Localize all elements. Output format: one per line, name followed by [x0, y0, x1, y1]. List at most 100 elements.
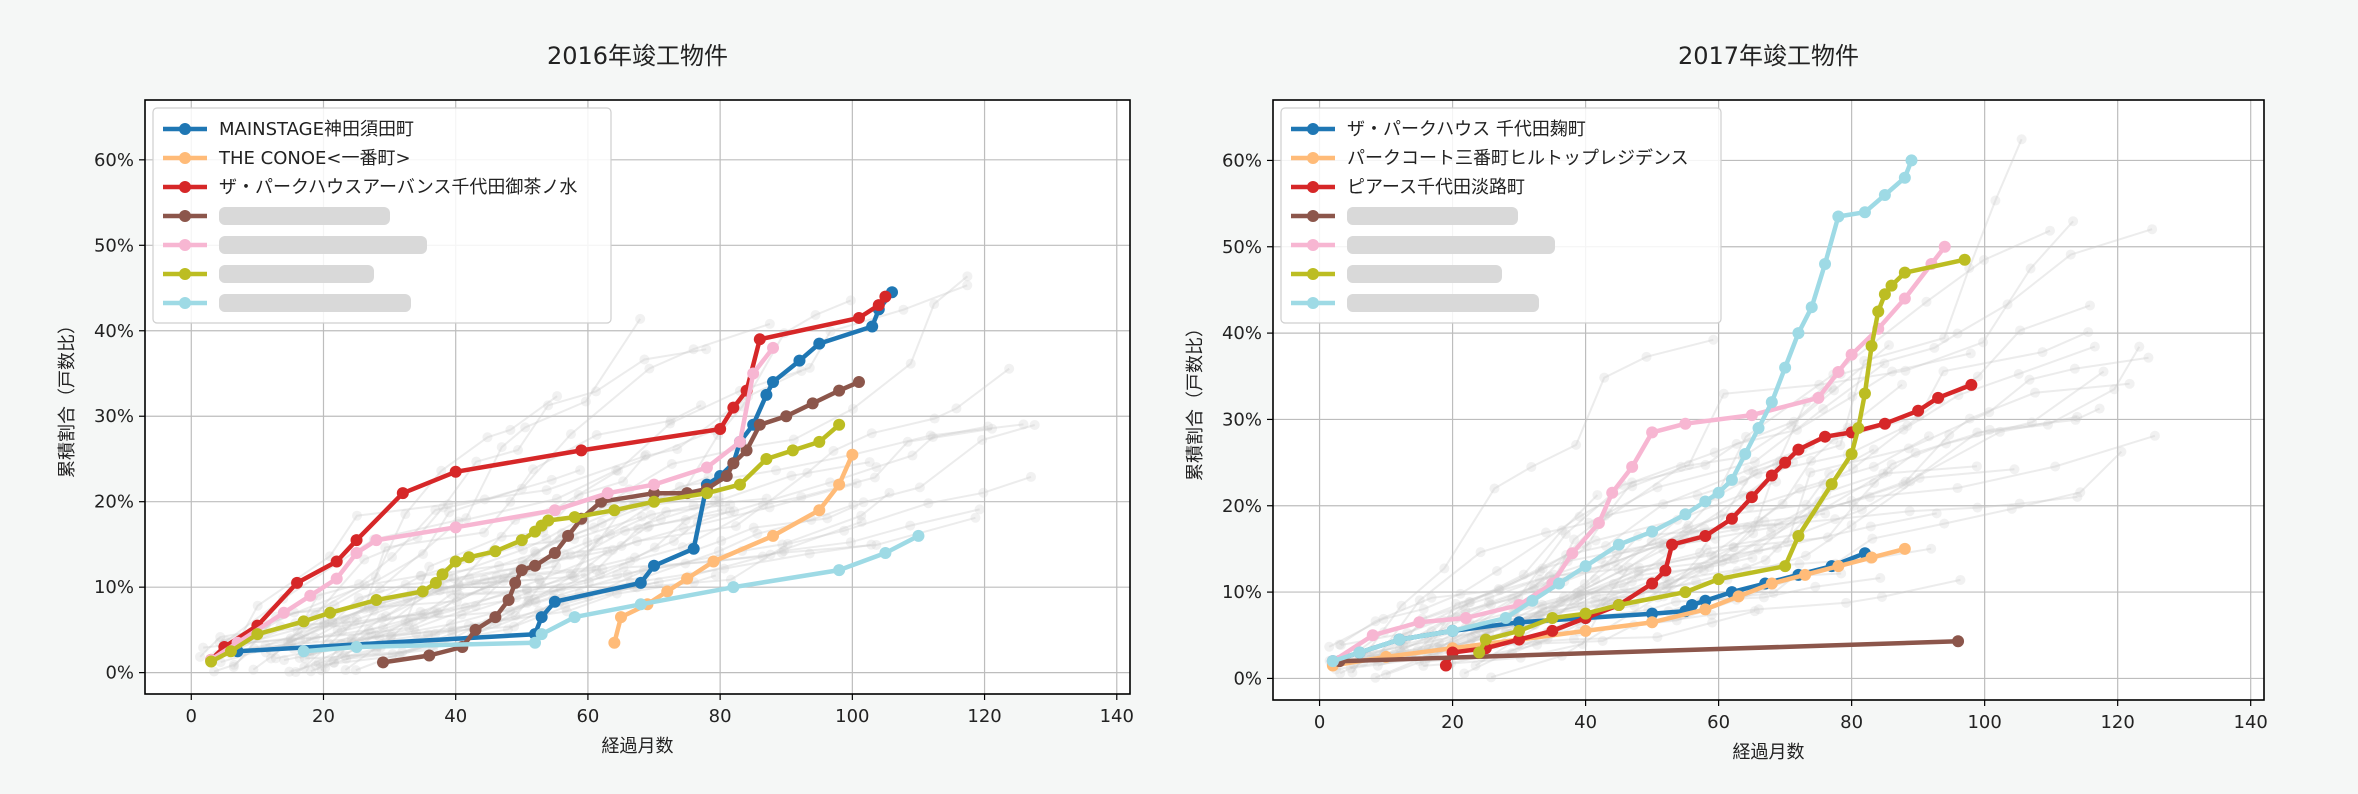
background-point — [951, 403, 962, 414]
background-point — [1576, 589, 1587, 600]
background-point — [1748, 528, 1759, 539]
background-point — [1535, 610, 1546, 621]
background-point — [586, 562, 597, 573]
background-line — [1402, 443, 1811, 646]
background-point — [1717, 556, 1728, 567]
background-point — [1572, 587, 1583, 598]
background-line — [228, 395, 558, 654]
background-point — [1402, 627, 1413, 638]
background-point — [1470, 660, 1481, 671]
background-point — [351, 614, 362, 625]
x-axis-label: 経過月数 — [1733, 742, 1805, 763]
background-point — [1876, 591, 1887, 602]
background-point — [479, 494, 490, 505]
background-point — [1750, 520, 1761, 531]
background-point — [929, 299, 940, 310]
background-point — [1753, 544, 1764, 555]
background-point — [1869, 477, 1880, 488]
background-point — [1532, 639, 1543, 650]
background-point — [2037, 347, 2048, 358]
background-point — [1658, 544, 1669, 555]
background-point — [470, 601, 481, 612]
background-point — [1664, 575, 1675, 586]
data-point — [436, 568, 449, 581]
background-point — [2109, 384, 2120, 395]
background-point — [381, 611, 392, 622]
data-point — [767, 376, 780, 389]
data-point — [529, 559, 542, 572]
data-point — [1819, 258, 1832, 271]
background-point — [664, 418, 675, 429]
background-point — [802, 467, 813, 478]
background-point — [1791, 424, 1802, 435]
x-tick-label: 100 — [835, 706, 869, 727]
background-point — [523, 591, 534, 602]
background-point — [804, 548, 815, 559]
background-point — [1418, 604, 1429, 615]
legend-swatch-marker — [179, 268, 191, 280]
background-point — [415, 571, 426, 582]
background-point — [1559, 592, 1570, 603]
background-point — [530, 548, 541, 559]
data-point — [681, 572, 694, 585]
background-line — [224, 503, 854, 646]
background-line — [293, 427, 993, 650]
y-axis-label: 累積割合（戸数比） — [1185, 319, 1206, 481]
series-2 — [1439, 378, 1978, 672]
data-point — [1659, 564, 1672, 577]
background-point — [1944, 429, 1955, 440]
background-point — [505, 496, 516, 507]
background-point — [764, 502, 775, 513]
data-point — [376, 656, 389, 669]
background-point — [580, 396, 591, 407]
background-point — [1571, 439, 1582, 450]
data-point — [350, 640, 363, 653]
background-line — [324, 497, 767, 669]
background-point — [1867, 533, 1878, 544]
background-point — [1972, 502, 1983, 513]
background-point — [796, 491, 807, 502]
background-point — [639, 451, 650, 462]
background-point — [1868, 461, 1879, 472]
data-point — [1852, 422, 1865, 435]
background-point — [1938, 366, 1949, 377]
data-point — [1779, 560, 1792, 573]
background-point — [713, 491, 724, 502]
data-point — [469, 623, 482, 636]
data-point — [1845, 348, 1858, 361]
background-point — [1721, 553, 1732, 564]
background-point — [1898, 479, 1909, 490]
background-point — [1898, 424, 1909, 435]
background-point — [725, 499, 736, 510]
background-point — [1590, 535, 1601, 546]
background-point — [1608, 578, 1619, 589]
background-point — [757, 551, 768, 562]
background-point — [1537, 563, 1548, 574]
background-point — [417, 611, 428, 622]
background-point — [573, 490, 584, 501]
background-point — [696, 400, 707, 411]
background-point — [346, 633, 357, 644]
data-point — [1878, 417, 1891, 430]
background-point — [869, 472, 880, 483]
data-point — [1699, 594, 1712, 607]
data-point — [648, 495, 661, 508]
background-point — [1773, 519, 1784, 530]
background-point — [2083, 327, 2094, 338]
background-point — [1955, 574, 1966, 585]
background-line — [1427, 382, 2130, 650]
data-point — [833, 418, 846, 431]
background-point — [1324, 641, 1335, 652]
background-point — [758, 499, 769, 510]
background-point — [451, 585, 462, 596]
background-point — [387, 552, 398, 563]
background-point — [1025, 471, 1036, 482]
background-point — [548, 586, 559, 597]
background-point — [649, 542, 660, 553]
background-point — [1939, 518, 1950, 529]
data-point — [753, 418, 766, 431]
background-point — [1864, 492, 1875, 503]
background-point — [2143, 352, 2154, 363]
legend-label: ピアース千代田淡路町 — [1347, 177, 1525, 198]
data-point — [350, 546, 363, 559]
